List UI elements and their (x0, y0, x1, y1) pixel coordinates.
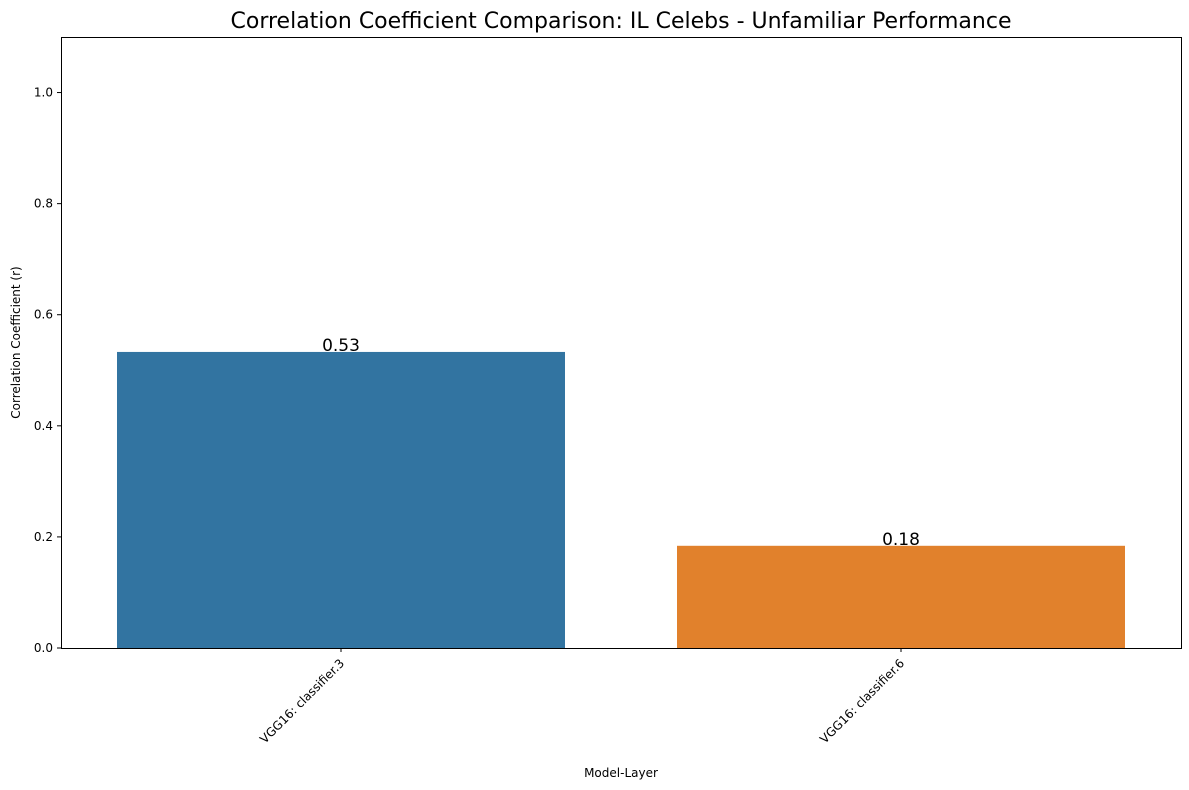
bar-value-label: 0.53 (322, 336, 360, 356)
x-tick-label: VGG16: classifier.6 (817, 656, 907, 746)
x-tick-label: VGG16: classifier.3 (257, 656, 347, 746)
bars-group: 0.53 0.18 (117, 336, 1125, 648)
x-axis-label: Model-Layer (584, 766, 658, 780)
bar-1 (117, 351, 565, 648)
y-tick-label: 0.8 (34, 197, 53, 211)
x-axis-ticks: VGG16: classifier.3 VGG16: classifier.6 (257, 648, 907, 746)
y-tick-label: 0.2 (34, 530, 53, 544)
y-tick-label: 0.6 (34, 308, 53, 322)
y-tick-label: 0.4 (34, 419, 53, 433)
y-tick-label: 0.0 (34, 641, 53, 655)
y-tick-label: 1.0 (34, 86, 53, 100)
bar-2 (677, 545, 1125, 648)
bar-value-label: 0.18 (882, 530, 920, 550)
y-axis-label: Correlation Coefficient (r) (9, 266, 23, 418)
plot-frame (61, 37, 1182, 649)
y-axis-ticks: 0.0 0.2 0.4 0.6 0.8 1.0 (34, 86, 61, 655)
chart-title: Correlation Coefficient Comparison: IL C… (231, 9, 1012, 34)
